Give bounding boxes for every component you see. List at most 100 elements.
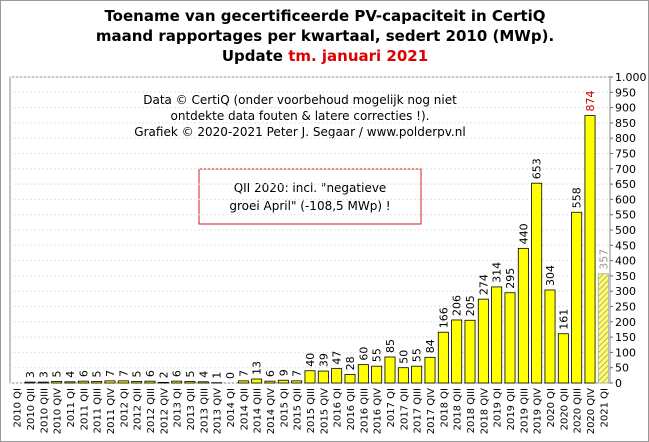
x-tick-label: 2014 QIV <box>266 388 277 434</box>
x-tick-label: 2015 QIII <box>306 388 317 433</box>
x-tick-label: 2018 QII <box>453 388 464 430</box>
value-label: 7 <box>237 370 250 377</box>
value-label: 55 <box>371 348 384 362</box>
value-label: 7 <box>104 370 117 377</box>
value-label: 205 <box>464 295 477 316</box>
bar <box>437 331 449 384</box>
x-tick-label: 2017 QII <box>399 388 410 430</box>
x-tick-label: 2013 QIV <box>213 388 224 434</box>
bar <box>371 365 383 384</box>
x-tick-label: 2020 QIV <box>586 388 597 434</box>
bar <box>51 381 63 384</box>
value-label: 84 <box>424 339 437 353</box>
x-tick-label: 2019 QIV <box>533 388 544 434</box>
x-tick-label: 2016 QIV <box>373 388 384 434</box>
x-tick-label: 2017 QIII <box>413 388 424 433</box>
x-tick-label: 2018 QIII <box>466 388 477 433</box>
y-tick-label: 400 <box>615 255 636 268</box>
x-tick-label: 2011 QI <box>66 388 77 427</box>
bar <box>157 381 169 384</box>
y-tick-label: 500 <box>615 224 636 237</box>
bar <box>277 379 289 384</box>
value-label: 1 <box>211 372 224 379</box>
value-label: 50 <box>397 350 410 364</box>
info-text: Grafiek © 2020-2021 Peter J. Segaar / ww… <box>134 125 465 139</box>
x-tick-label: 2013 QI <box>173 388 184 427</box>
y-tick-label: 450 <box>615 239 636 252</box>
bar <box>464 319 476 384</box>
info-text: Data © CertiQ (onder voorbehoud mogelijk… <box>143 93 457 107</box>
y-tick-label: 250 <box>615 301 636 314</box>
value-label: 357 <box>597 249 610 270</box>
x-tick-label: 2019 QII <box>506 388 517 430</box>
bar <box>597 273 609 384</box>
bar <box>477 298 489 384</box>
x-tick-label: 2010 QIV <box>53 388 64 434</box>
value-label: 13 <box>251 361 264 375</box>
x-tick-label: 2011 QIV <box>106 388 117 434</box>
bar <box>304 370 316 384</box>
x-tick-label: 2015 QII <box>293 388 304 430</box>
y-tick-label: 900 <box>615 102 636 115</box>
value-label: 874 <box>584 91 597 112</box>
bar <box>37 381 49 384</box>
y-tick-label: 350 <box>615 270 636 283</box>
x-tick-label: 2012 QIII <box>146 388 157 433</box>
bar <box>64 381 76 384</box>
bar <box>557 333 569 384</box>
x-tick-label: 2015 QI <box>279 388 290 427</box>
value-label: 206 <box>451 295 464 316</box>
value-label: 55 <box>411 348 424 362</box>
x-tick-label: 2020 QI <box>546 388 557 427</box>
bar <box>571 211 583 384</box>
value-label: 39 <box>317 353 330 367</box>
x-tick-label: 2016 QIII <box>359 388 370 433</box>
value-label: 5 <box>131 370 144 377</box>
x-tick-label: 2017 QIV <box>426 388 437 434</box>
bar <box>237 380 249 384</box>
value-label: 440 <box>517 223 530 244</box>
x-tick-label: 2010 QII <box>26 388 37 430</box>
x-tick-label: 2019 QIII <box>519 388 530 433</box>
bar <box>424 356 436 384</box>
x-tick-label: 2014 QIII <box>253 388 264 433</box>
x-tick-label: 2014 QII <box>239 388 250 430</box>
bar <box>264 380 276 384</box>
x-tick-label: 2011 QIII <box>93 388 104 433</box>
bar <box>104 380 116 384</box>
chart-title: Update tm. januari 2021 <box>222 47 428 65</box>
x-tick-label: 2015 QIV <box>319 388 330 434</box>
value-label: 6 <box>264 370 277 377</box>
annotation-text: QII 2020: incl. "negatieve <box>234 181 387 195</box>
value-label: 40 <box>304 353 317 367</box>
bar <box>317 370 329 384</box>
bar <box>397 367 409 384</box>
y-tick-label: 100 <box>615 346 636 359</box>
value-label: 161 <box>557 309 570 330</box>
x-tick-label: 2019 QI <box>493 388 504 427</box>
annotation-text: groei April" (-108,5 MWp) ! <box>229 199 390 213</box>
value-label: 558 <box>571 187 584 208</box>
x-tick-label: 2020 QIII <box>573 388 584 433</box>
info-text: ontdekte data fouten & latere correcties… <box>171 109 430 123</box>
y-tick-label: 700 <box>615 163 636 176</box>
title-update: Update <box>222 47 283 65</box>
x-tick-label: 2014 QI <box>226 388 237 427</box>
value-label: 304 <box>544 265 557 286</box>
bar <box>171 380 183 384</box>
x-tick-label: 2010 QI <box>13 388 24 427</box>
y-tick-label: 550 <box>615 209 636 222</box>
y-tick-label: 850 <box>615 117 636 130</box>
bar <box>357 364 369 384</box>
value-label: 6 <box>144 370 157 377</box>
y-tick-label: 600 <box>615 193 636 206</box>
bar <box>77 380 89 384</box>
y-tick-label: 650 <box>615 178 636 191</box>
bar <box>411 365 423 384</box>
value-label: 5 <box>184 370 197 377</box>
x-tick-label: 2010 QIII <box>39 388 50 433</box>
bar <box>291 380 303 384</box>
bar <box>531 182 543 384</box>
bar <box>504 292 516 384</box>
